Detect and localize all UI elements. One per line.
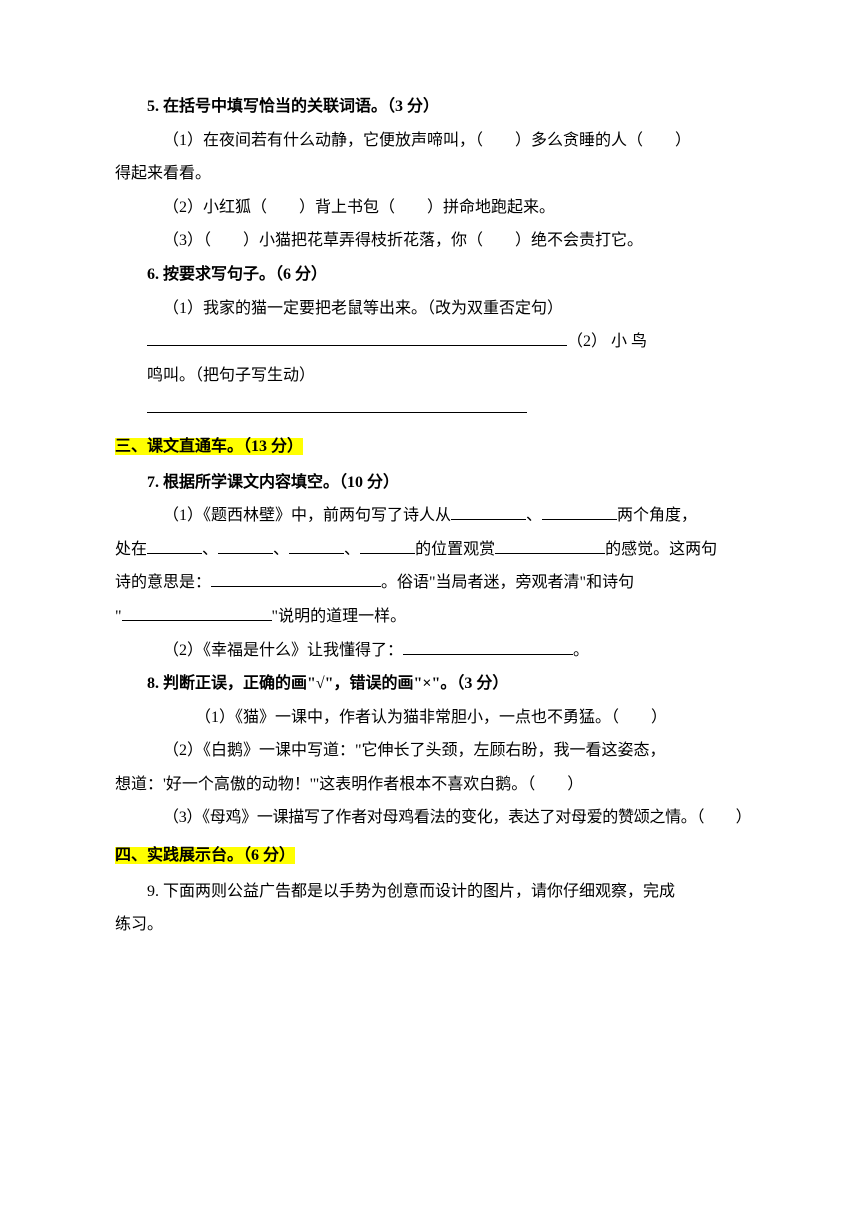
blank[interactable] <box>403 639 573 655</box>
q5-item1a: （1）在夜间若有什么动静，它便放声啼叫，（ ）多么贪睡的人（ ） <box>115 124 745 158</box>
q7-1b-mid: 的位置观赏 <box>415 541 495 558</box>
q7-2-start: （2）《幸福是什么》让我懂得了： <box>163 642 403 659</box>
q7-1a-text: （1）《题西林壁》中，前两句写了诗人从 <box>163 507 451 524</box>
q6-title: 6. 按要求写句子。（6 分） <box>115 258 745 292</box>
q7-1c-end: 。俗语"当局者迷，旁观者清"和诗句 <box>381 574 634 591</box>
q7-2-end: 。 <box>573 642 589 659</box>
q7-item1c: 诗的意思是： 。俗语"当局者迷，旁观者清"和诗句 <box>115 566 745 600</box>
section3-title: 三、课文直通车。（13 分） <box>115 438 303 455</box>
blank[interactable] <box>495 538 605 554</box>
blank[interactable] <box>211 571 381 587</box>
sep: 、 <box>344 541 360 558</box>
q5-item1b: 得起来看看。 <box>115 157 745 191</box>
q5-item3: （3）（ ）小猫把花草弄得枝折花落，你（ ）绝不会责打它。 <box>115 224 745 258</box>
blank[interactable] <box>218 538 273 554</box>
q8-item2a: （2）《白鹅》一课中写道："它伸长了头颈，左顾右盼，我一看这姿态， <box>115 734 745 768</box>
section4-title: 四、实践展示台。（6 分） <box>115 847 295 864</box>
q7-item1a: （1）《题西林壁》中，前两句写了诗人从 、 两个角度， <box>115 499 745 533</box>
q8-item2b: 想道：'好一个高傲的动物！'"这表明作者根本不喜欢白鹅。（ ） <box>115 768 745 802</box>
blank-line[interactable] <box>147 397 527 413</box>
sep: 、 <box>273 541 289 558</box>
q7-1b-start: 处在 <box>115 541 147 558</box>
blank[interactable] <box>147 538 202 554</box>
blank[interactable] <box>451 504 526 520</box>
blank[interactable] <box>542 504 617 520</box>
blank[interactable] <box>122 605 272 621</box>
q7-1a-end: 两个角度， <box>617 507 697 524</box>
q6-item1: （1）我家的猫一定要把老鼠等出来。（改为双重否定句） <box>115 292 745 326</box>
section3-heading: 三、课文直通车。（13 分） <box>115 430 745 464</box>
q7-1b-end: 的感觉。这两句 <box>605 541 717 558</box>
q9-line2: 练习。 <box>115 908 745 942</box>
q6-item2b: 鸣叫。（把句子写生动） <box>115 359 745 393</box>
q7-1d-end: "说明的道理一样。 <box>272 608 407 625</box>
q6-answer-line2 <box>115 392 745 426</box>
blank-line[interactable] <box>147 330 567 346</box>
blank[interactable] <box>289 538 344 554</box>
q9-line1: 9. 下面两则公益广告都是以手势为创意而设计的图片，请你仔细观察，完成 <box>115 875 745 909</box>
q7-title: 7. 根据所学课文内容填空。（10 分） <box>115 466 745 500</box>
q8-item3: （3）《母鸡》一课描写了作者对母鸡看法的变化，表达了对母爱的赞颂之情。（ ） <box>115 801 745 835</box>
section4-heading: 四、实践展示台。（6 分） <box>115 839 745 873</box>
q8-title: 8. 判断正误，正确的画"√"，错误的画"×"。（3 分） <box>115 667 745 701</box>
q7-1c-start: 诗的意思是： <box>115 574 211 591</box>
q6-answer-line1: （2） 小 鸟 <box>115 325 745 359</box>
q7-item1b: 处在 、 、 、 的位置观赏 的感觉。这两句 <box>115 533 745 567</box>
q7-item1d: ""说明的道理一样。 <box>115 600 745 634</box>
q5-title: 5. 在括号中填写恰当的关联词语。（3 分） <box>115 90 745 124</box>
blank[interactable] <box>360 538 415 554</box>
q5-item2: （2）小红狐（ ）背上书包（ ）拼命地跑起来。 <box>115 191 745 225</box>
q7-sep: 、 <box>526 507 542 524</box>
q7-item2: （2）《幸福是什么》让我懂得了： 。 <box>115 634 745 668</box>
q8-item1: （1）《猫》一课中，作者认为猫非常胆小，一点也不勇猛。（ ） <box>115 701 745 735</box>
sep: 、 <box>202 541 218 558</box>
q6-item2a: （2） 小 鸟 <box>567 333 647 350</box>
